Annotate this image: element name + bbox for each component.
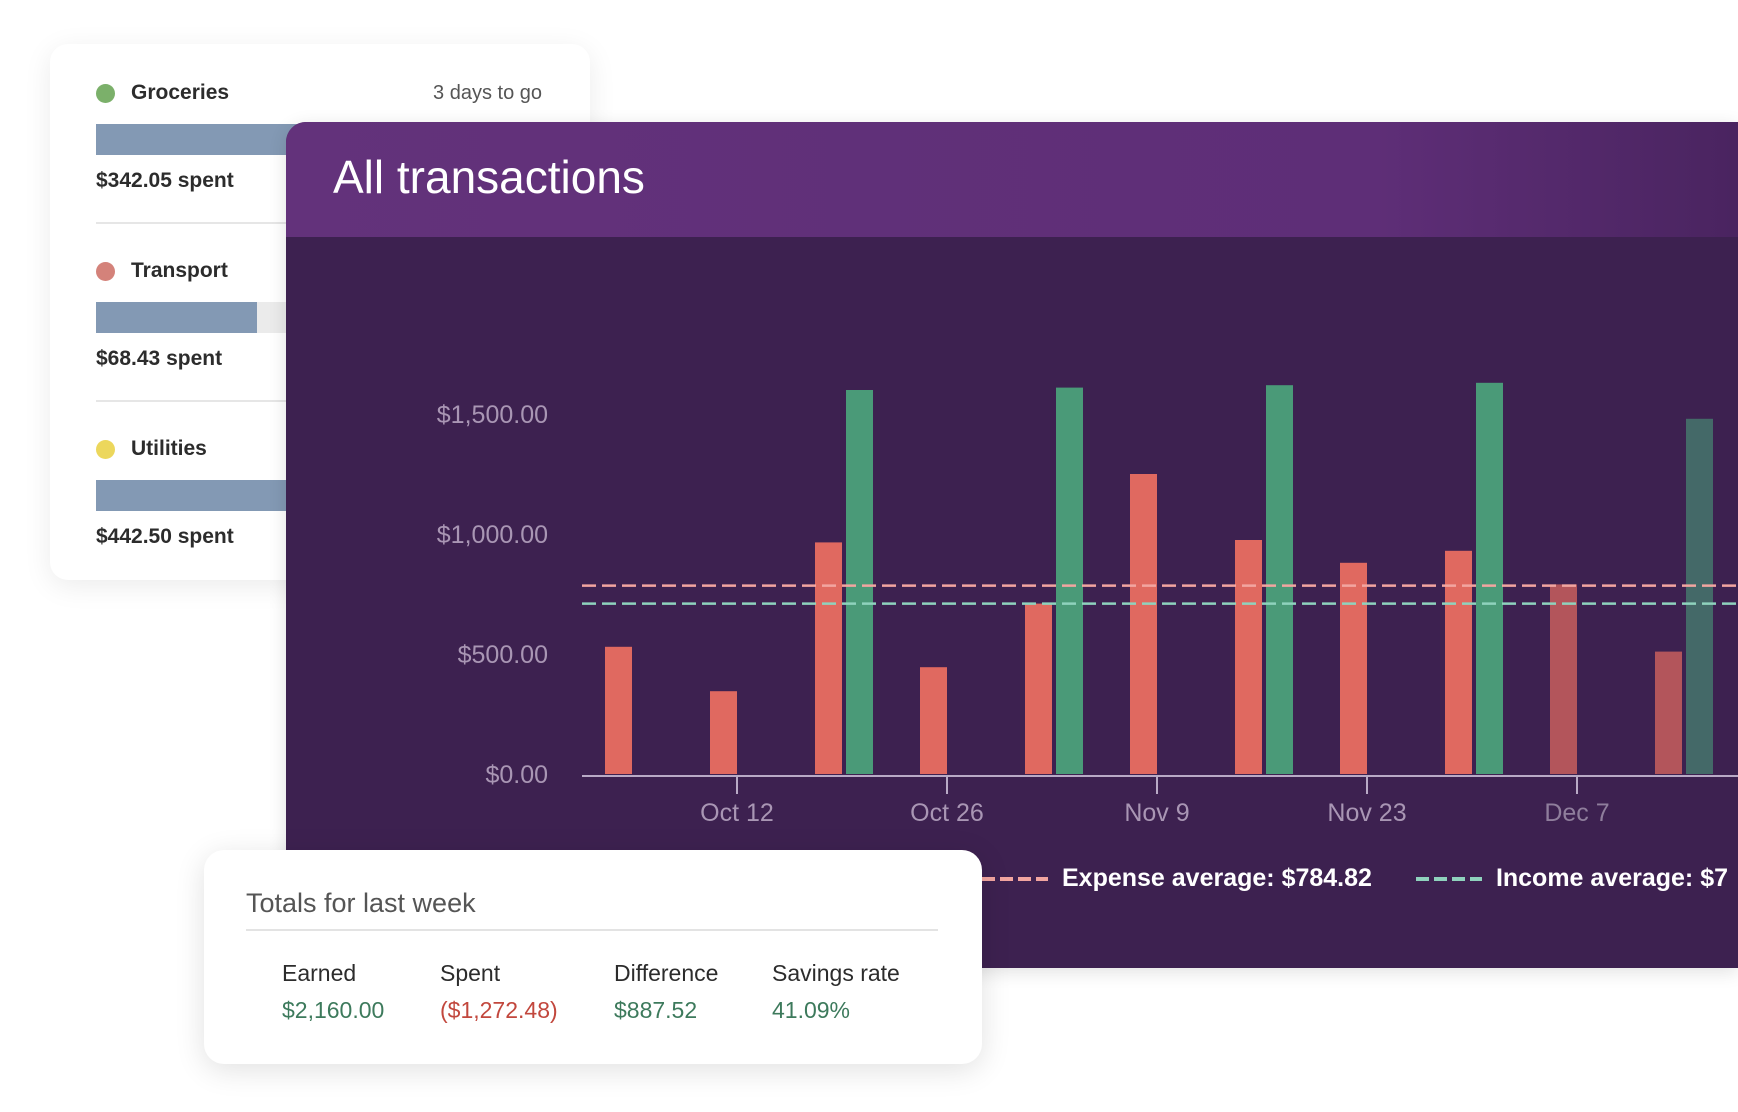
expense-bar	[920, 667, 947, 774]
expense-bar	[605, 646, 632, 774]
stat-difference: Difference $887.52	[614, 960, 718, 1024]
y-tick-label: $500.00	[458, 641, 548, 669]
stat-value: $887.52	[614, 997, 698, 1023]
dashed-line-icon	[982, 876, 1048, 881]
income-bar	[1686, 418, 1713, 774]
y-tick-label: $0.00	[485, 761, 548, 789]
expense-bar	[1550, 584, 1577, 774]
budget-days-left: 3 days to go	[433, 81, 542, 104]
budget-progress-fill	[96, 302, 257, 333]
y-tick-label: $1,000.00	[437, 521, 548, 549]
transactions-panel: All transactions $1,500.00 $1,000.00 $500.…	[286, 122, 1738, 968]
stat-label: Spent	[440, 960, 501, 986]
stat-spent: Spent ($1,272.48)	[440, 960, 558, 1024]
expense-bar	[1655, 651, 1682, 774]
stat-value: ($1,272.48)	[440, 997, 558, 1023]
legend-item-income: Income average: $7	[1415, 864, 1729, 893]
expense-bar	[1025, 603, 1052, 774]
stat-label: Savings rate	[772, 960, 900, 986]
budget-spent: $342.05 spent	[96, 169, 234, 192]
legend-item-expense: Expense average: $784.82	[982, 864, 1372, 893]
stat-value: $2,160.00	[282, 997, 385, 1023]
status-dot-icon	[96, 83, 115, 103]
divider	[246, 929, 938, 931]
x-tick-label: Nov 23	[1327, 799, 1406, 827]
expense-bar	[1235, 540, 1262, 774]
totals-card: Totals for last week Earned $2,160.00 Sp…	[204, 850, 982, 1064]
x-tick-label: Dec 7	[1544, 799, 1609, 827]
x-tick-label: Oct 12	[700, 799, 774, 827]
expense-bar	[710, 691, 737, 774]
y-tick-label: $1,500.00	[437, 401, 548, 429]
income-bar	[1056, 387, 1083, 774]
budget-spent: $442.50 spent	[96, 525, 234, 548]
expense-bar	[815, 542, 842, 774]
income-bar	[1266, 385, 1293, 774]
legend-income-label: Income average: $7	[1495, 864, 1729, 892]
expense-bar	[1130, 474, 1157, 774]
income-bar	[846, 390, 873, 774]
chart-legend: Expense average: $784.82 Income average:…	[982, 864, 1738, 893]
x-tick-label: Oct 26	[910, 799, 984, 827]
totals-title: Totals for last week	[246, 888, 476, 918]
budget-spent: $68.43 spent	[96, 347, 223, 370]
expense-bar	[1340, 562, 1367, 774]
budget-name: Utilities	[131, 437, 207, 460]
transactions-header: All transactions	[286, 122, 1738, 237]
income-bar	[1476, 382, 1503, 774]
x-tick-label: Nov 9	[1124, 799, 1189, 827]
stat-label: Earned	[282, 960, 357, 986]
stat-label: Difference	[614, 960, 719, 986]
stat-savings-rate: Savings rate 41.09%	[772, 960, 900, 1024]
dashed-line-icon	[1415, 876, 1482, 881]
budget-name: Transport	[131, 259, 228, 282]
stat-earned: Earned $2,160.00	[282, 960, 384, 1024]
transactions-chart: $1,500.00 $1,000.00 $500.00 $0.00 Oct 12 Oct …	[437, 382, 1738, 827]
stat-value: 41.09%	[772, 997, 851, 1023]
legend-expense-label: Expense average: $784.82	[1062, 864, 1372, 892]
status-dot-icon	[96, 261, 115, 281]
page-title: All transactions	[333, 151, 645, 203]
status-dot-icon	[96, 439, 115, 459]
budget-name: Groceries	[131, 81, 230, 104]
expense-bar	[1445, 550, 1472, 774]
